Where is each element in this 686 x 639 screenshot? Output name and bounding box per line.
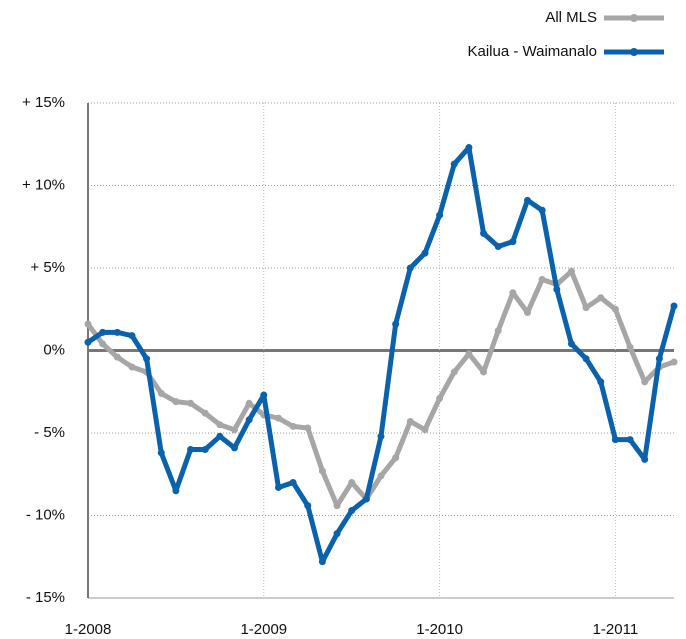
data-point xyxy=(157,389,165,397)
data-point xyxy=(436,211,444,219)
data-point xyxy=(274,414,282,422)
data-point xyxy=(611,436,619,444)
x-tick-label: 1-2010 xyxy=(416,621,463,638)
y-tick-label: + 15% xyxy=(22,94,65,111)
legend-marker xyxy=(630,14,638,22)
data-point xyxy=(216,432,224,440)
data-point xyxy=(231,444,238,452)
y-tick-label: - 15% xyxy=(26,589,65,606)
data-point xyxy=(84,338,92,346)
x-tick-label: 1-2009 xyxy=(240,621,287,638)
data-point xyxy=(157,449,165,457)
data-point xyxy=(274,483,282,491)
x-tick-label: 1-2008 xyxy=(65,621,112,638)
data-point xyxy=(231,426,238,434)
data-point xyxy=(626,436,634,444)
data-point xyxy=(626,343,634,351)
data-point xyxy=(509,289,517,297)
data-point xyxy=(494,243,502,251)
data-point xyxy=(655,355,663,363)
data-point xyxy=(524,196,531,204)
data-point xyxy=(99,328,107,336)
data-point xyxy=(406,264,414,272)
data-point xyxy=(567,340,575,348)
data-point xyxy=(494,327,502,335)
data-point xyxy=(450,368,458,376)
data-point xyxy=(245,416,253,424)
data-point xyxy=(201,446,209,453)
data-point xyxy=(318,558,326,566)
data-point xyxy=(99,340,107,348)
data-point xyxy=(611,305,619,313)
legend-label: Kailua - Waimanalo xyxy=(468,43,598,60)
data-point xyxy=(421,426,429,434)
data-point xyxy=(392,320,400,328)
data-point xyxy=(582,355,590,363)
data-point xyxy=(128,332,136,340)
data-point xyxy=(172,487,180,495)
data-point xyxy=(245,399,253,407)
data-point xyxy=(524,309,531,317)
data-point xyxy=(553,285,561,293)
series-line xyxy=(86,145,677,565)
data-point xyxy=(597,378,605,386)
data-point xyxy=(597,294,605,302)
data-point xyxy=(318,467,326,475)
data-point xyxy=(670,302,678,310)
data-point xyxy=(582,304,590,312)
data-point xyxy=(187,446,195,453)
legend-label: All MLS xyxy=(545,9,597,26)
data-point xyxy=(509,238,517,246)
y-tick-label: 0% xyxy=(43,341,65,358)
data-point xyxy=(289,422,297,430)
data-point xyxy=(348,507,356,515)
legend-marker xyxy=(630,48,638,56)
data-point xyxy=(143,355,151,363)
data-point xyxy=(465,144,473,152)
y-tick-label: + 10% xyxy=(22,176,65,193)
data-point xyxy=(216,421,224,429)
data-point xyxy=(436,394,444,402)
data-point xyxy=(128,363,136,371)
data-point xyxy=(113,353,121,361)
data-point xyxy=(480,229,488,237)
data-point xyxy=(377,432,385,440)
y-tick-label: - 10% xyxy=(26,506,65,523)
data-point xyxy=(172,398,180,406)
data-point xyxy=(392,454,400,462)
data-point xyxy=(304,424,312,432)
y-tick-label: - 5% xyxy=(34,424,65,441)
data-point xyxy=(450,160,458,168)
data-point xyxy=(333,502,341,510)
data-point xyxy=(480,368,488,376)
y-tick-label: + 5% xyxy=(30,259,65,276)
data-point xyxy=(289,479,297,486)
x-tick-label: 1-2011 xyxy=(593,621,639,638)
data-point xyxy=(670,358,678,366)
data-point xyxy=(406,417,414,425)
data-point xyxy=(187,399,195,407)
data-point xyxy=(641,378,649,386)
data-point xyxy=(421,249,429,257)
data-point xyxy=(113,328,121,336)
data-point xyxy=(538,206,546,214)
data-point xyxy=(260,391,268,399)
data-point xyxy=(362,495,370,503)
data-point xyxy=(333,530,341,538)
data-point xyxy=(201,409,209,417)
data-point xyxy=(304,502,312,510)
data-point xyxy=(538,276,546,284)
data-point xyxy=(84,320,92,328)
data-point xyxy=(567,267,575,275)
data-point xyxy=(641,455,649,463)
data-point xyxy=(348,479,356,486)
data-point xyxy=(465,350,473,358)
data-point xyxy=(377,472,385,480)
